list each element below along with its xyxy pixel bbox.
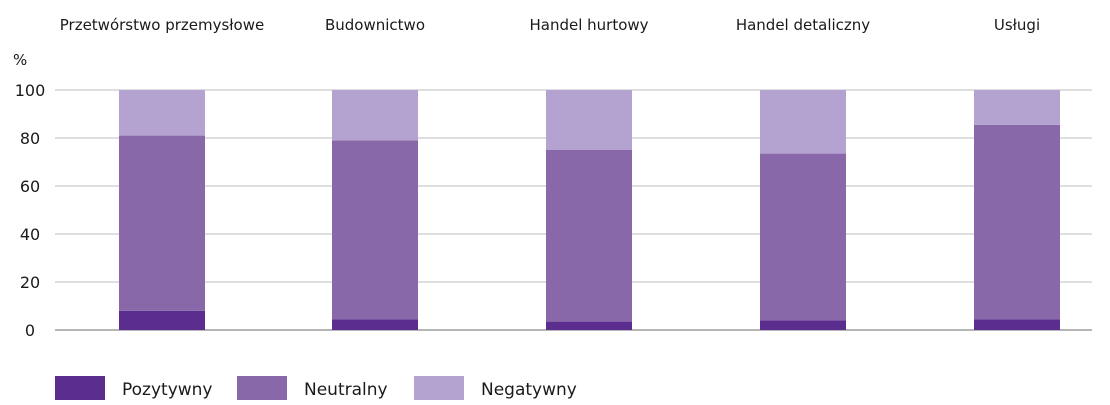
bar-segment-negatywny [546,90,632,150]
category-label: Handel hurtowy [529,16,648,34]
legend-swatch-neutralny [237,376,287,400]
legend-swatch-pozytywny [55,376,105,400]
category-label: Przetwórstwo przemysłowe [60,16,265,34]
bar-segment-neutralny [546,150,632,322]
bar-segment-negatywny [760,90,846,154]
bar-segment-neutralny [119,135,205,311]
legend-label-neutralny: Neutralny [304,380,388,400]
y-tick-label: 80 [20,129,40,148]
category-label: Usługi [994,16,1040,34]
bars-layer [119,90,1060,330]
legend-label-pozytywny: Pozytywny [122,380,213,400]
y-tick-label: 60 [20,177,40,196]
y-tick-label: 100 [15,81,46,100]
y-unit-label: % [13,51,27,69]
bar-segment-pozytywny [119,310,205,330]
bar-segment-neutralny [332,140,418,320]
bar-segment-negatywny [332,90,418,141]
bar-segment-negatywny [119,90,205,136]
bar-segment-pozytywny [332,319,418,330]
bar-segment-neutralny [760,153,846,321]
legend-swatch-negatywny [414,376,464,400]
bar-segment-negatywny [974,90,1060,125]
labels-layer: 0 20 40 60 80 100% Przetwórstwo przemysłowe Bud… [13,16,1040,340]
category-label: Budownictwo [325,16,425,34]
bar-segment-neutralny [974,124,1060,320]
legend-label-negatywny: Negatywny [481,380,577,400]
bar-segment-pozytywny [974,319,1060,330]
legend: Pozytywny Neutralny Negatywny [55,376,577,400]
y-tick-label: 20 [20,273,40,292]
y-tick-label: 0 [25,321,35,340]
bar-segment-pozytywny [546,321,632,330]
category-label: Handel detaliczny [736,16,870,34]
bar-segment-pozytywny [760,320,846,330]
y-tick-label: 40 [20,225,40,244]
